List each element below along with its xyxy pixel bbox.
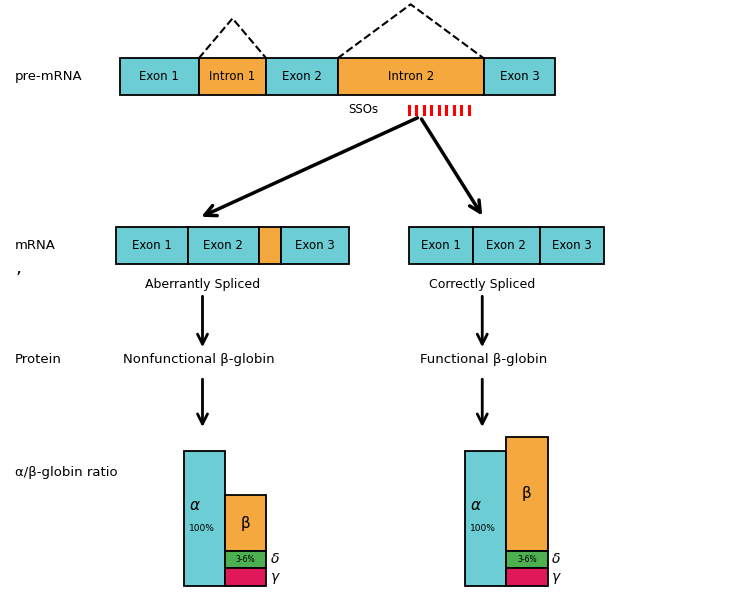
- Bar: [465, 451, 506, 586]
- Bar: [506, 437, 548, 551]
- Text: mRNA: mRNA: [15, 239, 55, 252]
- Bar: [259, 227, 281, 264]
- Text: Intron 1: Intron 1: [209, 70, 256, 84]
- Bar: [116, 227, 188, 264]
- Bar: [506, 568, 548, 586]
- Bar: [120, 58, 199, 95]
- Text: δ: δ: [271, 553, 279, 566]
- Bar: [338, 58, 484, 95]
- Text: ’: ’: [15, 270, 21, 289]
- Text: α/β-globin ratio: α/β-globin ratio: [15, 466, 118, 480]
- Bar: [281, 227, 349, 264]
- Text: Exon 1: Exon 1: [140, 70, 179, 84]
- Text: β: β: [241, 516, 250, 530]
- Text: SSOs: SSOs: [349, 103, 379, 117]
- Text: Functional β-globin: Functional β-globin: [420, 352, 548, 366]
- Bar: [266, 58, 338, 95]
- Bar: [184, 451, 225, 586]
- Text: pre-mRNA: pre-mRNA: [15, 70, 82, 84]
- Bar: [225, 551, 266, 568]
- Text: Exon 2: Exon 2: [203, 239, 243, 252]
- Bar: [484, 58, 555, 95]
- Bar: [506, 551, 548, 568]
- Bar: [225, 568, 266, 586]
- Text: 3-6%: 3-6%: [517, 555, 537, 564]
- Text: Exon 3: Exon 3: [500, 70, 539, 84]
- Text: Exon 3: Exon 3: [295, 239, 334, 252]
- Text: Exon 2: Exon 2: [486, 239, 526, 252]
- Text: α: α: [190, 498, 200, 513]
- Text: Nonfunctional β-globin: Nonfunctional β-globin: [123, 352, 274, 366]
- Text: Intron 2: Intron 2: [388, 70, 433, 84]
- Bar: [188, 227, 259, 264]
- Text: γ: γ: [552, 570, 560, 584]
- Text: Exon 1: Exon 1: [132, 239, 172, 252]
- Text: Correctly Spliced: Correctly Spliced: [429, 278, 536, 290]
- Bar: [409, 227, 472, 264]
- Text: Exon 3: Exon 3: [552, 239, 592, 252]
- Bar: [199, 58, 266, 95]
- Text: 100%: 100%: [470, 524, 496, 533]
- Text: Exon 2: Exon 2: [282, 70, 322, 84]
- Text: β: β: [522, 486, 532, 502]
- Text: 100%: 100%: [189, 524, 214, 533]
- Bar: [472, 227, 540, 264]
- Text: γ: γ: [271, 570, 279, 584]
- Text: Aberrantly Spliced: Aberrantly Spliced: [145, 278, 260, 290]
- Text: δ: δ: [552, 553, 560, 566]
- Text: Protein: Protein: [15, 352, 62, 366]
- Bar: [540, 227, 604, 264]
- Text: 3-6%: 3-6%: [236, 555, 256, 564]
- Text: Exon 1: Exon 1: [421, 239, 460, 252]
- Bar: [225, 495, 266, 551]
- Text: α: α: [471, 498, 481, 513]
